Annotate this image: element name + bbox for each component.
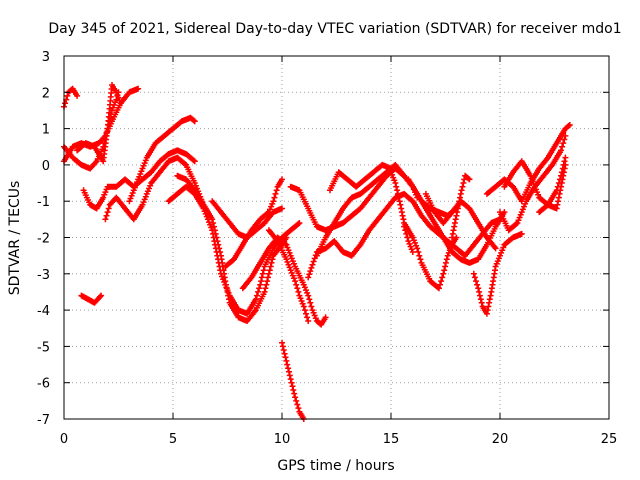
data-point-markers: [497, 132, 569, 234]
series-trace-t: [405, 176, 508, 266]
data-point-markers: [405, 176, 508, 266]
x-tick-label: 0: [60, 432, 68, 447]
data-point-markers: [74, 82, 124, 165]
data-point-markers: [279, 339, 307, 422]
y-tick-label: -7: [37, 413, 50, 428]
data-point-markers: [239, 234, 329, 328]
series-trace-n: [279, 339, 307, 422]
series-trace-aa: [536, 161, 569, 216]
data-point-markers: [80, 147, 198, 212]
series-trace-g: [126, 114, 198, 205]
series-trace-k: [222, 176, 285, 270]
data-point-markers: [388, 169, 460, 292]
series-trace-p: [305, 190, 503, 281]
series-trace-v: [449, 172, 473, 241]
series-trace-d: [74, 82, 124, 165]
data-point-markers: [470, 230, 525, 317]
series-trace-z: [497, 132, 569, 234]
y-tick-label: 2: [42, 86, 50, 101]
y-tick-label: 0: [42, 159, 50, 174]
series-trace-i: [174, 172, 290, 324]
series-trace-ac: [401, 223, 416, 255]
data-point-markers: [102, 154, 211, 223]
series-trace-s: [388, 169, 460, 292]
data-point-markers: [401, 223, 416, 255]
data-point-markers: [126, 114, 198, 205]
x-tick-label: 10: [274, 432, 291, 447]
data-point-markers: [265, 227, 312, 324]
data-point-markers: [305, 190, 503, 281]
data-point-markers: [313, 161, 421, 259]
x-tick-label: 20: [492, 432, 509, 447]
series-trace-ab: [78, 292, 105, 306]
y-tick-label: 3: [42, 50, 50, 65]
y-tick-label: -6: [37, 377, 50, 392]
y-tick-label: 1: [42, 123, 50, 138]
series-trace-m: [265, 227, 312, 324]
data-point-markers: [78, 292, 105, 306]
series-trace-q: [313, 161, 421, 259]
series-trace-r: [327, 161, 394, 194]
y-axis-label: SDTVAR / TECUs: [7, 181, 23, 296]
data-point-markers: [449, 172, 473, 241]
y-tick-label: -3: [37, 268, 50, 283]
x-tick-label: 25: [601, 432, 618, 447]
data-points: [61, 82, 573, 422]
series-trace-l: [239, 234, 329, 328]
x-axis-label: GPS time / hours: [277, 458, 394, 474]
series-trace-u: [422, 190, 499, 252]
series-trace-e: [80, 147, 198, 212]
grid: [64, 56, 609, 419]
y-tick-label: -1: [37, 195, 50, 210]
data-point-markers: [174, 172, 290, 324]
y-tick-label: -2: [37, 232, 50, 247]
data-point-markers: [222, 176, 285, 270]
y-tick-label: -4: [37, 304, 50, 319]
chart-title: Day 345 of 2021, Sidereal Day-to-day VTE…: [48, 21, 621, 37]
data-point-markers: [327, 161, 394, 194]
y-tick-label: -5: [37, 340, 50, 355]
x-tick-label: 15: [383, 432, 400, 447]
x-tick-label: 5: [169, 432, 177, 447]
series-trace-w: [470, 230, 525, 317]
series-trace-f: [102, 154, 211, 223]
data-point-markers: [536, 161, 569, 216]
data-point-markers: [422, 190, 499, 252]
